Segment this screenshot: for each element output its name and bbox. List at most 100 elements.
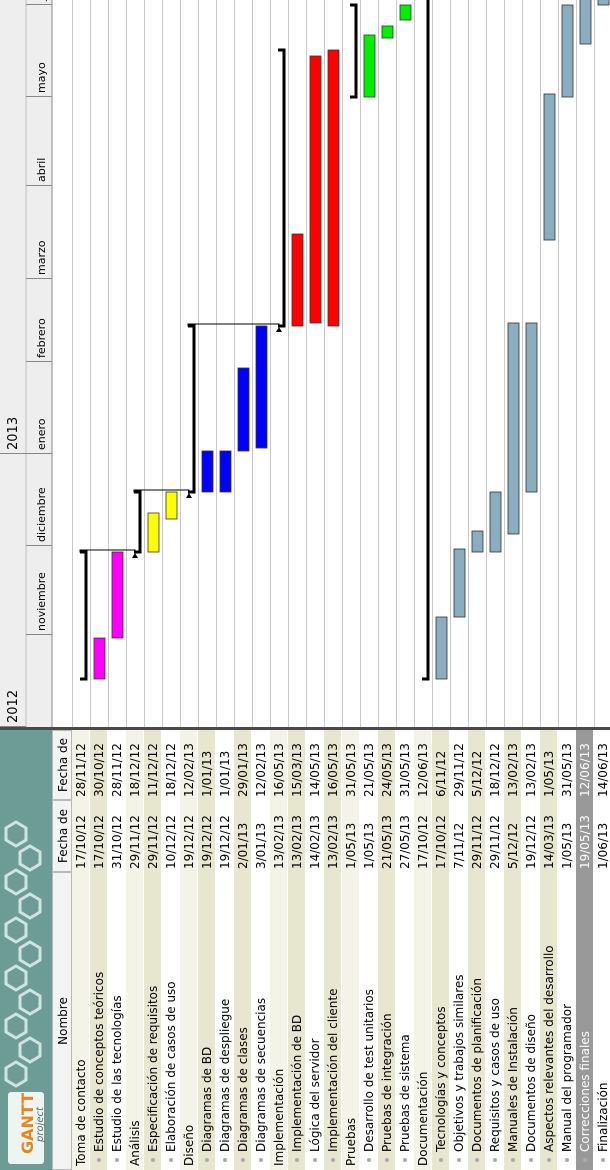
task-name: Manuales de Instalación <box>504 872 522 1170</box>
task-row[interactable]: Diagramas de BD 19/12/12 1/01/13 <box>198 730 216 1170</box>
task-row[interactable]: Desarrollo de test unitarios 1/05/13 21/05… <box>360 730 378 1170</box>
task-start-date: 14/02/13 <box>308 815 322 869</box>
task-end-date: 31/05/13 <box>398 743 412 797</box>
task-name-text: Toma de contacto <box>74 1059 88 1166</box>
task-row[interactable]: Manual del programador 1/05/13 31/05/13 <box>558 730 576 1170</box>
task-name-text: Documentación <box>416 1071 430 1166</box>
task-bar <box>309 55 322 324</box>
task-row[interactable]: Documentos de diseño 19/12/12 13/02/13 <box>522 730 540 1170</box>
task-bar <box>597 0 610 6</box>
task-row[interactable]: Lógica del servidor 14/02/13 14/05/13 <box>306 730 324 1170</box>
bullet-icon <box>546 1158 551 1162</box>
task-row[interactable]: Requisitos y casos de uso 29/11/12 18/12/1… <box>486 730 504 1170</box>
task-end-date: 28/11/12 <box>74 743 88 797</box>
month-label: noviembre <box>35 572 48 631</box>
year-label: 2012 <box>6 690 21 723</box>
task-end-date: 14/05/13 <box>308 743 322 797</box>
column-header-start[interactable]: Fecha de inicio <box>52 800 90 872</box>
task-name: Manual del programador <box>558 872 576 1170</box>
task-name: Diagramas de clases <box>234 872 252 1170</box>
task-end-date: 14/06/13 <box>596 743 610 797</box>
task-row[interactable]: Documentos de planificación 29/11/12 5/12/… <box>468 730 486 1170</box>
task-group-row[interactable]: Pruebas 1/05/13 31/05/13 <box>342 730 360 1170</box>
task-bar <box>363 34 376 98</box>
task-name-text: Implementación de BD <box>290 1014 304 1152</box>
task-row[interactable]: Aspectos relevantes del desarrollo 14/03/… <box>540 730 558 1170</box>
task-start-date: 19/12/12 <box>200 815 214 869</box>
task-start-date: 10/12/12 <box>164 815 178 869</box>
task-row[interactable]: Diagramas de clases 2/01/13 29/01/13 <box>234 730 252 1170</box>
task-name: Implementación de BD <box>288 872 306 1170</box>
task-name: Pruebas de sistema <box>396 872 414 1170</box>
task-row[interactable]: Implementación de BD 13/02/13 15/03/13 <box>288 730 306 1170</box>
task-start-date: 1/06/13 <box>596 822 610 869</box>
task-start-date: 13/02/13 <box>290 815 304 869</box>
task-end-date: 12/06/13 <box>578 743 592 797</box>
splitter[interactable] <box>0 727 610 730</box>
task-row[interactable]: Diagramas de despliegue 19/12/12 1/01/13 <box>216 730 234 1170</box>
task-row[interactable]: Implementación del cliente 13/02/13 16/05/… <box>324 730 342 1170</box>
column-header-name[interactable]: Nombre <box>52 872 72 1170</box>
task-name: Pruebas <box>342 872 360 1170</box>
task-name-text: Documentos de diseño <box>524 1014 538 1152</box>
task-name-text: Pruebas de sistema <box>398 1034 412 1152</box>
task-row[interactable]: Objetivos y trabajos similares 7/11/12 29/… <box>450 730 468 1170</box>
task-name: Diagramas de despliegue <box>216 872 234 1170</box>
task-name: Desarrollo de test unitarios <box>360 872 378 1170</box>
task-row[interactable]: Estudio de conceptos teóricos 17/10/12 30/… <box>90 730 108 1170</box>
task-start-date: 29/11/12 <box>470 815 484 869</box>
task-row[interactable]: Elaboración de casos de uso 10/12/12 18/12… <box>162 730 180 1170</box>
task-name: Implementación del cliente <box>324 872 342 1170</box>
bullet-icon <box>600 1158 605 1162</box>
task-row[interactable]: Diagramas de secuencias 3/01/13 12/02/13 <box>252 730 270 1170</box>
bullet-icon <box>384 1158 389 1162</box>
group-summary-bar <box>350 3 358 99</box>
task-row[interactable]: Correcciones finales 19/05/13 12/06/13 <box>576 730 594 1170</box>
task-end-date: 16/05/13 <box>272 743 286 797</box>
task-end-date: 31/05/13 <box>560 743 574 797</box>
task-group-row[interactable]: Documentación 17/10/12 12/06/13 <box>414 730 432 1170</box>
task-end-date: 30/10/12 <box>92 743 106 797</box>
task-bar <box>219 450 232 493</box>
task-name-text: Objetivos y trabajos similares <box>452 974 466 1152</box>
arrowhead-icon <box>276 327 282 332</box>
bullet-icon <box>438 1158 443 1162</box>
bullet-icon <box>366 1158 371 1162</box>
task-start-date: 31/10/12 <box>110 815 124 869</box>
task-row[interactable]: Pruebas de sistema 27/05/13 31/05/13 <box>396 730 414 1170</box>
task-group-row[interactable]: Toma de contacto 17/10/12 28/11/12 <box>72 730 90 1170</box>
task-name-text: Tecnologías y conceptos <box>434 1006 448 1152</box>
task-row[interactable]: Finalización 1/06/13 14/06/13 <box>594 730 610 1170</box>
task-bar <box>561 4 574 98</box>
task-end-date: 12/02/13 <box>182 743 196 797</box>
task-row[interactable]: Tecnologías y conceptos 17/10/12 6/11/12 <box>432 730 450 1170</box>
month-label: enero <box>35 418 48 450</box>
task-row[interactable]: Estudio de las tecnologías 31/10/12 28/11/… <box>108 730 126 1170</box>
task-row[interactable]: Especificación de requisitos 29/11/12 11/1… <box>144 730 162 1170</box>
task-name: Documentos de planificación <box>468 872 486 1170</box>
task-group-row[interactable]: Diseño 19/12/12 12/02/13 <box>180 730 198 1170</box>
task-start-date: 5/12/12 <box>506 822 520 869</box>
task-end-date: 13/02/13 <box>524 743 538 797</box>
task-end-date: 16/05/13 <box>326 743 340 797</box>
chart-area <box>52 0 610 727</box>
task-name: Requisitos y casos de uso <box>486 872 504 1170</box>
bullet-icon <box>168 1158 173 1162</box>
task-bar <box>165 491 178 520</box>
task-name: Estudio de conceptos teóricos <box>90 872 108 1170</box>
task-end-date: 5/12/12 <box>470 750 484 797</box>
task-start-date: 1/05/13 <box>560 822 574 869</box>
task-name-text: Especificación de requisitos <box>146 985 160 1152</box>
task-name-text: Implementación del cliente <box>326 988 340 1152</box>
arrowhead-icon <box>132 553 138 558</box>
task-group-row[interactable]: Análisis 29/11/12 18/12/12 <box>126 730 144 1170</box>
task-row[interactable]: Manuales de Instalación 5/12/12 13/02/13 <box>504 730 522 1170</box>
task-name: Diseño <box>180 872 198 1170</box>
task-row[interactable]: Pruebas de integración 21/05/13 24/05/13 <box>378 730 396 1170</box>
column-header-end[interactable]: Fecha de fin <box>52 730 90 800</box>
task-start-date: 17/10/12 <box>416 815 430 869</box>
group-summary-bar <box>422 0 430 681</box>
task-start-date: 17/10/12 <box>92 815 106 869</box>
task-bar <box>489 491 502 553</box>
task-group-row[interactable]: Implementación 13/02/13 16/05/13 <box>270 730 288 1170</box>
